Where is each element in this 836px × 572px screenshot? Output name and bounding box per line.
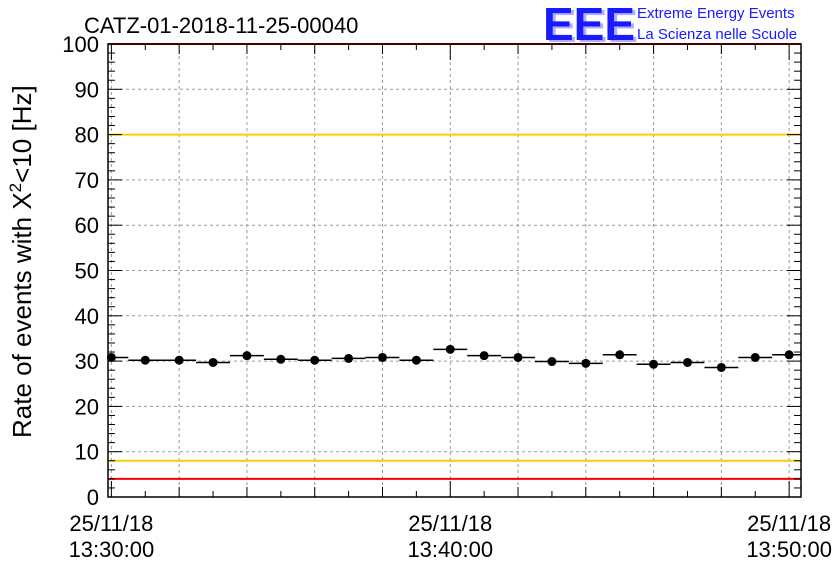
y-tick-label: 90 [75,77,99,102]
data-point [649,360,658,369]
chart-title: CATZ-01-2018-11-25-00040 [84,13,358,38]
y-tick-label: 10 [75,440,99,465]
grid [108,44,801,497]
x-tick-label-time: 13:40:00 [407,537,493,562]
data-point [514,353,523,362]
y-axis-label-sup: 2 [6,183,25,192]
data-point [480,351,489,360]
y-tick-label: 20 [75,394,99,419]
data-point [276,355,285,364]
y-tick-label: 80 [75,123,99,148]
x-tick-label-date: 25/11/18 [69,511,153,536]
data-point [209,358,218,367]
y-axis-label-main: Rate of events with X [7,192,37,438]
data-point [141,356,150,365]
y-tick-label: 60 [75,213,99,238]
x-tick-label-date: 25/11/18 [747,511,831,536]
data-point [581,359,590,368]
y-axis-label: Rate of events with X2<10 [Hz] [6,85,37,438]
data-point [615,350,624,359]
y-tick-label: 30 [75,349,99,374]
data-point [751,353,760,362]
logo-line-1: Extreme Energy Events [637,5,795,22]
y-tick-label: 50 [75,259,99,284]
data-point [242,351,251,360]
data-points [107,345,801,372]
data-point [412,356,421,365]
data-point [310,356,319,365]
data-point [107,353,116,362]
logo-mark: EEE [543,0,635,50]
x-tick-label-time: 13:30:00 [69,537,155,562]
data-point [683,358,692,367]
data-point [175,356,184,365]
data-point [785,350,794,359]
y-axis-label-tail: <10 [Hz] [7,85,37,183]
data-point [717,363,726,372]
reference-lines [108,44,801,479]
logo-line-2: La Scienza nelle Scuole [637,26,797,43]
y-tick-label: 70 [75,168,99,193]
y-tick-label: 40 [75,304,99,329]
x-tick-label-date: 25/11/18 [408,511,492,536]
x-tick-label-time: 13:50:00 [746,537,832,562]
y-tick-label: 0 [87,485,99,510]
data-point [344,354,353,363]
data-point [446,345,455,354]
data-point [547,357,556,366]
data-point [378,353,387,362]
